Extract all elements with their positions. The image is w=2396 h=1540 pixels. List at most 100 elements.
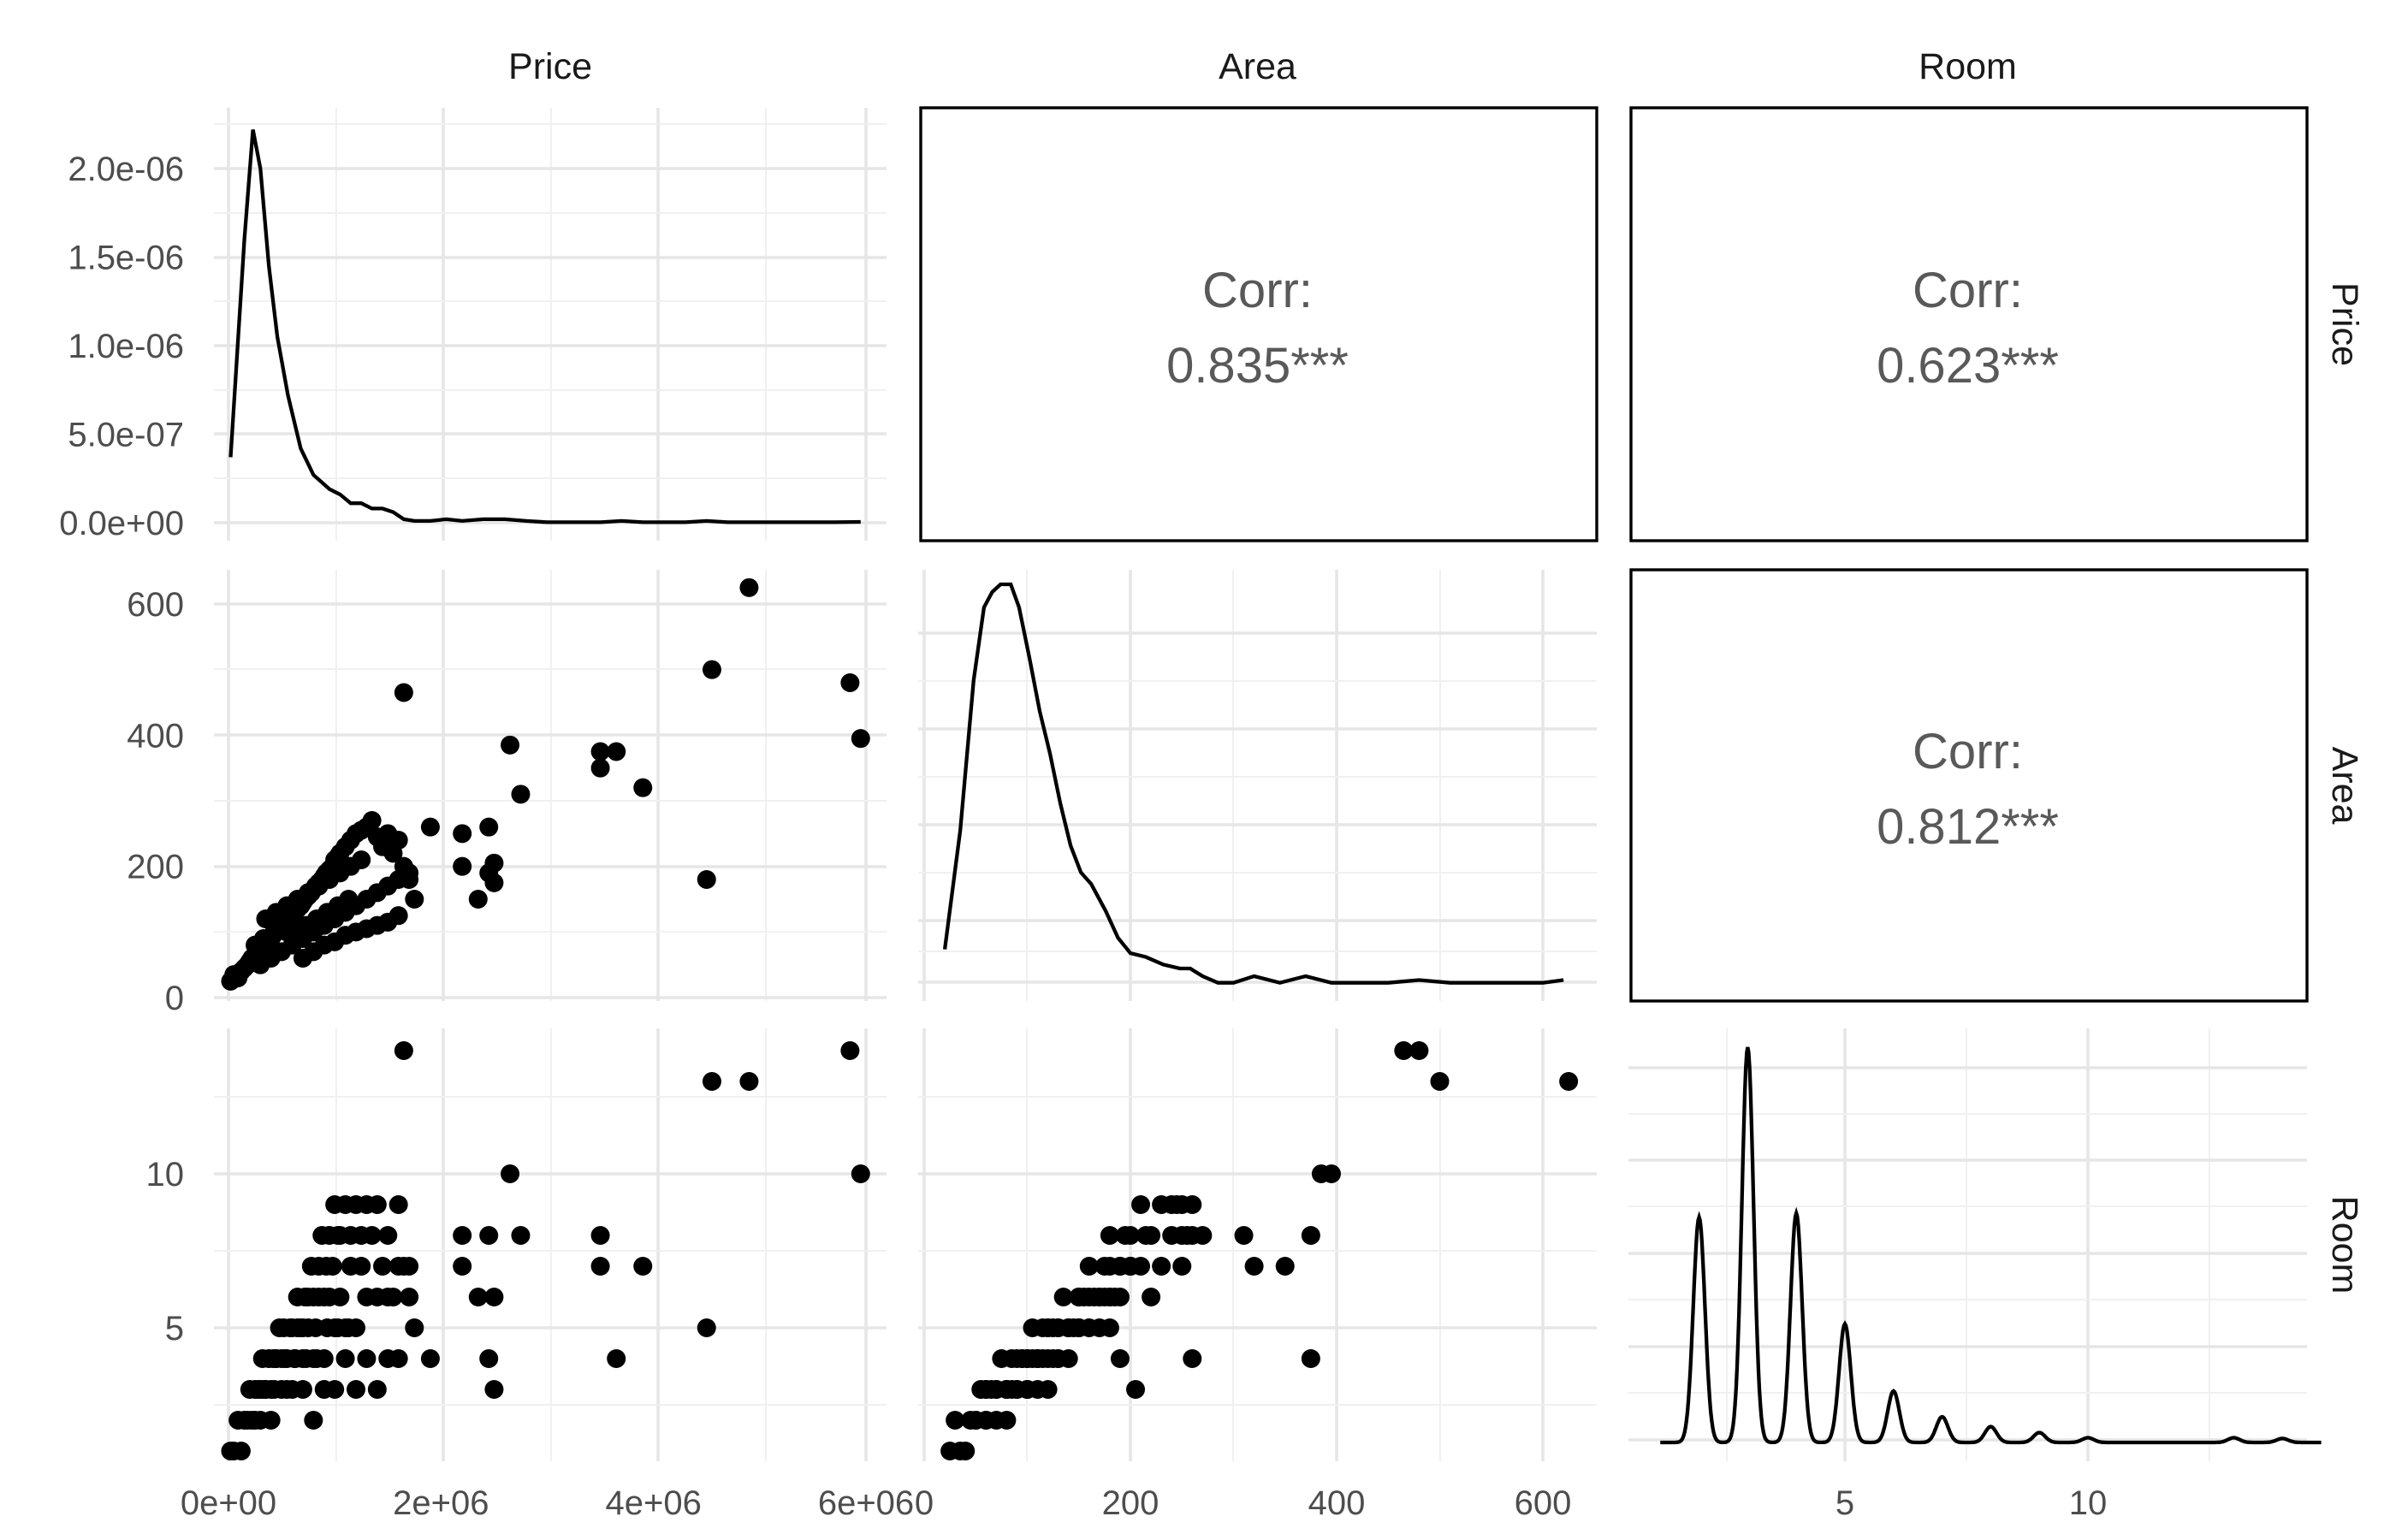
x-tick-label-room: 5 — [1836, 1484, 1854, 1522]
point-area-room — [1321, 1164, 1341, 1183]
y-tick-label-area: 200 — [127, 849, 184, 886]
point-price-room — [261, 1411, 281, 1430]
point-area-room — [1126, 1380, 1146, 1399]
point-price-room — [378, 1288, 398, 1306]
point-price-area — [501, 735, 520, 755]
point-area-room — [1069, 1288, 1088, 1306]
point-area-room — [946, 1411, 965, 1430]
column-strip-room: Room — [1919, 46, 2017, 87]
point-price-room — [388, 1195, 408, 1214]
point-price-room — [231, 1442, 251, 1460]
point-price-room — [264, 1380, 284, 1399]
correlation-panels: Corr: 0.835*** Corr: 0.623*** Corr: 0.812*** — [919, 106, 2309, 1003]
point-price-room — [373, 1257, 393, 1276]
column-strip-price: Price — [508, 46, 592, 87]
point-price-room — [352, 1257, 371, 1276]
point-area-room — [1183, 1349, 1202, 1368]
y-tick-label-price-density: 0.0e+00 — [59, 505, 184, 542]
point-area-room — [1043, 1349, 1063, 1368]
point-area-room — [1121, 1226, 1140, 1245]
point-price-room — [468, 1288, 488, 1306]
point-price-room — [479, 1349, 499, 1368]
point-price-room — [299, 1318, 318, 1337]
point-area-room — [1059, 1349, 1078, 1368]
point-price-area — [590, 758, 610, 778]
x-tick-label-area: 0 — [915, 1484, 934, 1522]
point-price-area — [511, 785, 531, 804]
x-tick-label-price: 2e+06 — [393, 1484, 489, 1522]
point-price-area — [339, 890, 359, 909]
price-density-line — [228, 129, 861, 524]
point-price-area — [453, 824, 472, 844]
point-price-area — [394, 683, 413, 702]
correlation-panel — [919, 106, 1598, 542]
point-price-room — [325, 1380, 345, 1399]
point-price-room — [394, 1041, 413, 1060]
point-price-room — [246, 1411, 265, 1430]
point-price-room — [304, 1411, 323, 1430]
point-area-room — [1131, 1195, 1151, 1214]
correlation-label: Corr: — [1202, 263, 1313, 318]
row-strip-area: Area — [2324, 747, 2365, 825]
point-price-area — [362, 811, 382, 830]
grid-layer — [214, 108, 2307, 1461]
point-price-room — [357, 1349, 377, 1368]
point-area-room — [956, 1442, 976, 1460]
area-density-line — [942, 582, 1564, 985]
point-area-room — [1275, 1257, 1295, 1276]
point-price-room — [501, 1164, 520, 1183]
y-tick-label-area: 0 — [165, 980, 184, 1017]
point-price-room — [590, 1226, 610, 1245]
point-price-area — [400, 863, 419, 883]
point-price-area — [453, 856, 472, 876]
point-area-room — [1100, 1318, 1119, 1337]
point-price-area — [479, 817, 499, 837]
point-price-room — [330, 1288, 350, 1306]
point-price-room — [400, 1257, 419, 1276]
point-price-area — [367, 915, 387, 935]
data-layer — [221, 129, 2322, 1460]
point-area-room — [1079, 1257, 1099, 1276]
point-price-room — [367, 1380, 387, 1399]
point-price-room — [420, 1349, 440, 1368]
point-area-room — [1110, 1288, 1130, 1306]
point-area-room — [1142, 1288, 1161, 1306]
point-price-area — [420, 817, 440, 837]
y-tick-label-price-density: 1.0e-06 — [68, 328, 184, 365]
x-tick-label-price: 0e+00 — [181, 1484, 276, 1522]
point-price-area — [347, 922, 365, 942]
x-tick-label-room: 10 — [2069, 1484, 2108, 1522]
point-price-room — [367, 1195, 387, 1214]
point-price-room — [484, 1288, 504, 1306]
labels-layer: Price Area Room Price Area Room 0e+00 2e+06 4e+0… — [59, 46, 2365, 1522]
point-price-area — [388, 831, 408, 850]
x-tick-label-area: 600 — [1515, 1484, 1572, 1522]
x-tick-label-area: 400 — [1308, 1484, 1366, 1522]
point-area-room — [1559, 1072, 1579, 1091]
point-area-room — [1094, 1288, 1114, 1306]
correlation-value: 0.812*** — [1877, 799, 2059, 855]
point-area-room — [1069, 1318, 1088, 1337]
point-price-area — [304, 942, 323, 962]
point-area-room — [1053, 1288, 1073, 1306]
point-price-room — [840, 1041, 860, 1060]
point-price-room — [511, 1226, 531, 1245]
row-strip-price: Price — [2324, 282, 2365, 366]
point-price-room — [378, 1226, 398, 1245]
point-price-area — [325, 932, 345, 951]
point-area-room — [1301, 1349, 1320, 1368]
point-price-area — [388, 906, 408, 926]
point-area-room — [976, 1380, 996, 1399]
y-tick-label-price-density: 1.5e-06 — [68, 240, 184, 277]
point-price-room — [590, 1257, 610, 1276]
correlation-label: Corr: — [1913, 263, 2023, 318]
point-price-room — [388, 1349, 408, 1368]
correlation-value: 0.623*** — [1877, 338, 2059, 394]
point-price-area — [607, 742, 626, 761]
point-price-room — [339, 1318, 359, 1337]
point-price-room — [453, 1226, 472, 1245]
point-price-area — [405, 890, 424, 909]
point-price-room — [697, 1318, 716, 1337]
point-price-area — [484, 873, 504, 892]
